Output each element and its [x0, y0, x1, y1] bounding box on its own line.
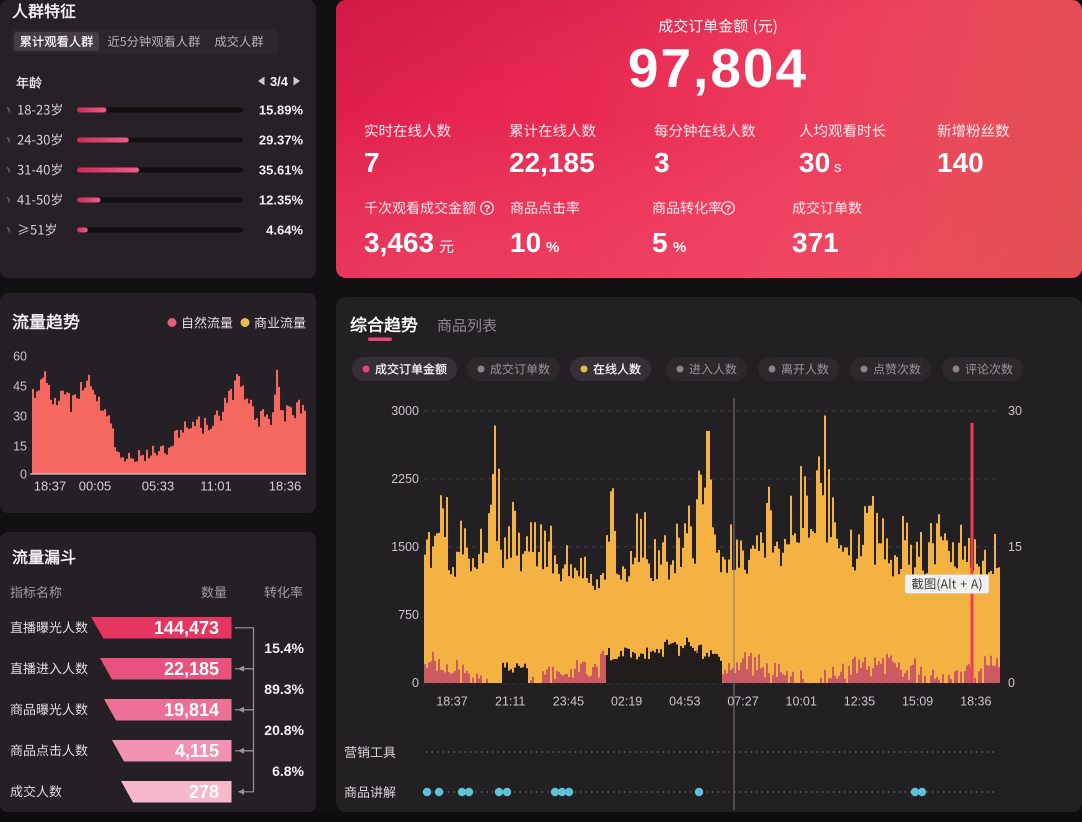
- svg-text:00:05: 00:05: [79, 479, 112, 494]
- svg-text:05:33: 05:33: [142, 479, 175, 494]
- svg-text:371: 371: [792, 227, 839, 258]
- svg-text:0: 0: [1008, 676, 1015, 690]
- svg-text:29.37%: 29.37%: [259, 133, 304, 148]
- svg-text:144,473: 144,473: [154, 618, 219, 638]
- svg-text:18:37: 18:37: [436, 695, 467, 709]
- svg-text:7: 7: [364, 147, 380, 178]
- svg-text:19,814: 19,814: [164, 700, 219, 720]
- svg-text:140: 140: [937, 147, 984, 178]
- svg-text:23:45: 23:45: [553, 695, 584, 709]
- svg-text:750: 750: [398, 608, 419, 622]
- svg-text:15.4%: 15.4%: [264, 640, 304, 656]
- svg-text:?: ?: [725, 204, 731, 215]
- svg-text:30: 30: [1008, 404, 1022, 418]
- svg-text:12.35%: 12.35%: [259, 193, 304, 208]
- svg-text:6.8%: 6.8%: [272, 763, 304, 779]
- svg-text:s: s: [834, 159, 842, 176]
- svg-text:20.8%: 20.8%: [264, 722, 304, 738]
- svg-text:30: 30: [13, 410, 27, 424]
- svg-text:15.89%: 15.89%: [259, 103, 304, 118]
- svg-text:1500: 1500: [391, 540, 419, 554]
- svg-text:15: 15: [1008, 540, 1022, 554]
- svg-text:22,185: 22,185: [509, 147, 595, 178]
- svg-text:0: 0: [412, 676, 419, 690]
- svg-text:%: %: [546, 239, 559, 256]
- svg-text:89.3%: 89.3%: [264, 681, 304, 697]
- svg-text:4,115: 4,115: [175, 741, 219, 761]
- svg-text:11:01: 11:01: [200, 479, 232, 494]
- svg-text:15: 15: [13, 440, 27, 454]
- svg-text:5: 5: [652, 227, 668, 258]
- svg-text:02:19: 02:19: [611, 695, 642, 709]
- svg-text:4.64%: 4.64%: [266, 223, 303, 238]
- svg-text:15:09: 15:09: [902, 695, 933, 709]
- svg-text:?: ?: [484, 204, 490, 215]
- svg-text:10:01: 10:01: [786, 695, 817, 709]
- svg-text:21:11: 21:11: [495, 695, 525, 709]
- svg-text:18:36: 18:36: [269, 479, 302, 494]
- svg-text:18:36: 18:36: [960, 695, 991, 709]
- svg-text:04:53: 04:53: [669, 695, 700, 709]
- svg-text:18:37: 18:37: [34, 479, 67, 494]
- svg-text:30: 30: [799, 147, 830, 178]
- svg-text:10: 10: [510, 227, 541, 258]
- svg-text:97,804: 97,804: [628, 37, 808, 99]
- svg-text:60: 60: [13, 350, 27, 364]
- svg-text:35.61%: 35.61%: [259, 163, 304, 178]
- svg-text:3/4: 3/4: [270, 74, 289, 89]
- svg-text:3: 3: [654, 147, 670, 178]
- svg-text:0: 0: [20, 468, 27, 482]
- svg-text:3000: 3000: [391, 404, 419, 418]
- svg-text:278: 278: [189, 782, 219, 802]
- svg-text:%: %: [673, 239, 686, 256]
- svg-text:12:35: 12:35: [844, 695, 875, 709]
- svg-text:22,185: 22,185: [164, 659, 219, 679]
- svg-text:45: 45: [13, 380, 27, 394]
- svg-text:2250: 2250: [391, 472, 419, 486]
- svg-text:07:27: 07:27: [727, 695, 758, 709]
- svg-text:3,463: 3,463: [364, 227, 434, 258]
